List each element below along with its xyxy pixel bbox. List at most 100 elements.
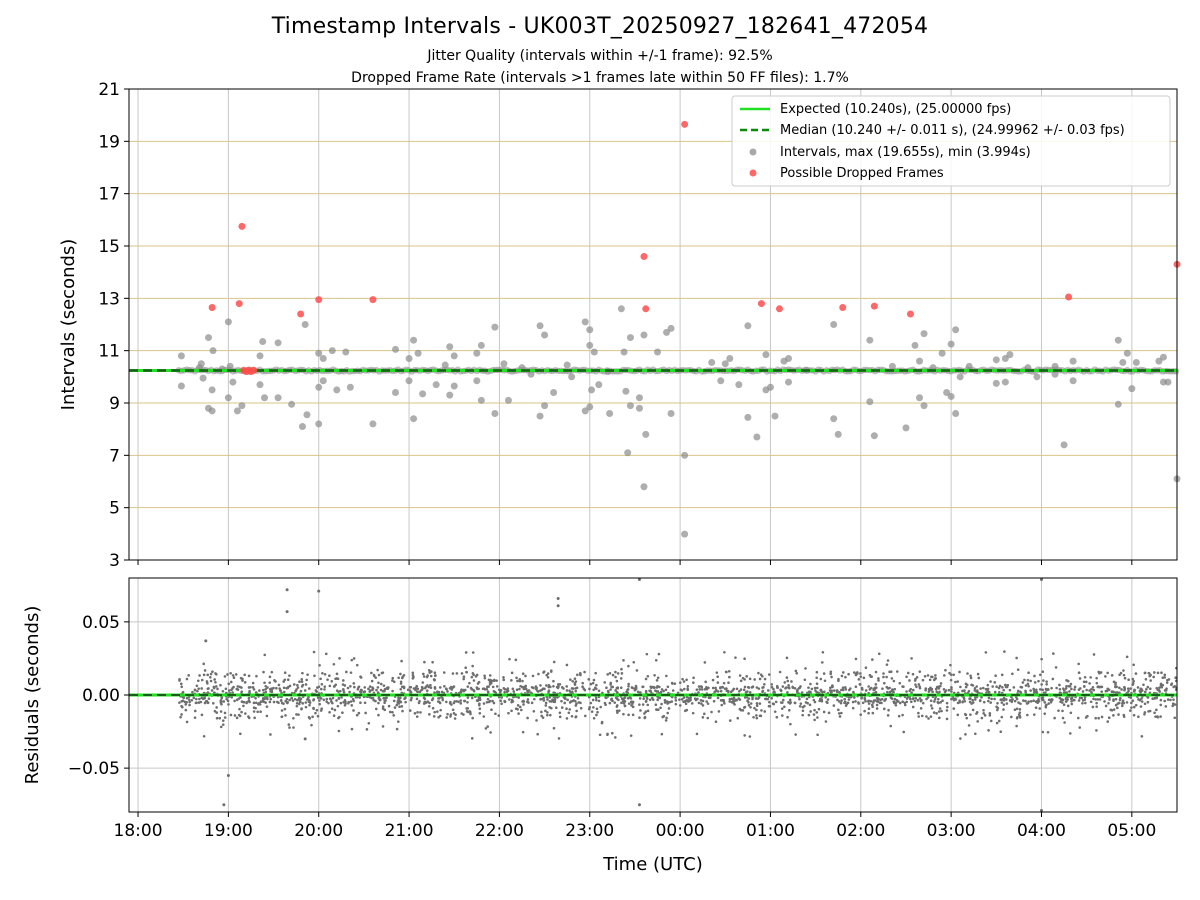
residual-point: [209, 672, 213, 676]
residual-point: [295, 688, 298, 691]
residual-point: [460, 672, 464, 675]
residual-point: [1118, 698, 1122, 702]
residual-point: [576, 697, 580, 700]
residual-point: [749, 702, 753, 705]
residual-point: [376, 686, 380, 689]
interval-point: [735, 381, 743, 389]
residual-point: [214, 685, 218, 688]
residual-point: [371, 686, 374, 689]
residual-point: [943, 674, 946, 677]
residual-point: [1089, 676, 1092, 679]
residual-point: [945, 717, 949, 721]
residual-point: [595, 707, 599, 711]
residual-point: [438, 714, 442, 718]
residual-point: [1155, 696, 1158, 700]
residual-point: [401, 709, 404, 713]
residual-point: [807, 690, 811, 694]
y-axis-label: Residuals (seconds): [22, 606, 43, 785]
residual-point: [1068, 732, 1072, 735]
residual-point: [763, 710, 767, 713]
residual-outlier: [1039, 577, 1043, 581]
residual-point: [1038, 688, 1042, 691]
residual-point: [882, 672, 885, 675]
residual-point: [392, 714, 396, 717]
residual-point: [665, 716, 668, 720]
residual-point: [681, 677, 684, 681]
residual-point: [870, 675, 873, 679]
interval-point: [328, 347, 336, 355]
residual-point: [830, 689, 833, 692]
residual-point: [399, 680, 403, 684]
residual-point: [296, 686, 300, 689]
residual-point: [200, 687, 203, 690]
residual-point: [207, 697, 211, 700]
residual-point: [304, 705, 308, 709]
legend-intervals-swatch: [749, 148, 757, 156]
residual-point: [1114, 703, 1118, 707]
residual-point: [472, 679, 476, 682]
residual-point: [949, 663, 952, 667]
y-axis-label: Intervals (seconds): [58, 239, 79, 411]
residual-point: [988, 714, 992, 717]
residual-point: [874, 683, 878, 686]
residual-point: [997, 691, 1001, 694]
residual-point: [1170, 683, 1173, 687]
residual-point: [256, 710, 259, 714]
residual-point: [820, 699, 824, 703]
residual-point: [565, 663, 569, 667]
residual-point: [963, 689, 966, 693]
residual-point: [254, 691, 258, 694]
residual-point: [335, 699, 338, 702]
residual-point: [495, 685, 499, 688]
residual-point: [990, 697, 993, 701]
residual-point: [493, 678, 496, 682]
residual-point: [1002, 696, 1006, 700]
residual-point: [823, 679, 827, 683]
residual-point: [1157, 688, 1161, 692]
residual-point: [283, 707, 287, 711]
residual-point: [660, 702, 663, 706]
residual-point: [829, 672, 832, 676]
residual-point: [357, 711, 361, 715]
residual-point: [789, 701, 792, 704]
residual-point: [314, 711, 317, 715]
residual-point: [518, 679, 522, 683]
residual-point: [697, 685, 701, 688]
interval-point: [667, 409, 675, 417]
residual-point: [872, 701, 875, 704]
residual-point: [813, 708, 816, 712]
residual-point: [887, 708, 890, 712]
residual-point: [221, 689, 225, 693]
residual-point: [411, 671, 415, 675]
residual-point: [796, 688, 799, 692]
residual-point: [871, 711, 875, 715]
residual-point: [290, 696, 293, 700]
residual-point: [664, 719, 668, 722]
residual-point: [591, 698, 595, 702]
residual-point: [530, 686, 534, 689]
residual-point: [909, 700, 913, 704]
residual-point: [268, 700, 272, 704]
interval-point: [563, 361, 571, 369]
interval-point: [586, 341, 594, 349]
interval-point: [450, 352, 458, 360]
residual-point: [449, 700, 452, 704]
residual-point: [1132, 705, 1136, 709]
residual-point: [575, 709, 578, 713]
residual-point: [335, 672, 339, 676]
residual-point: [1081, 701, 1084, 705]
residual-point: [1066, 679, 1070, 683]
residual-point: [621, 699, 625, 703]
residual-point: [837, 700, 841, 703]
residual-point: [1015, 697, 1019, 701]
interval-point: [414, 349, 422, 357]
residual-point: [877, 679, 880, 682]
residual-point: [1033, 681, 1037, 684]
residual-point: [300, 677, 304, 681]
residual-point: [341, 687, 345, 691]
residual-point: [603, 681, 607, 684]
residual-point: [1013, 699, 1017, 703]
residual-point: [1002, 708, 1005, 711]
residual-point: [722, 681, 726, 685]
residual-point: [1109, 708, 1113, 712]
